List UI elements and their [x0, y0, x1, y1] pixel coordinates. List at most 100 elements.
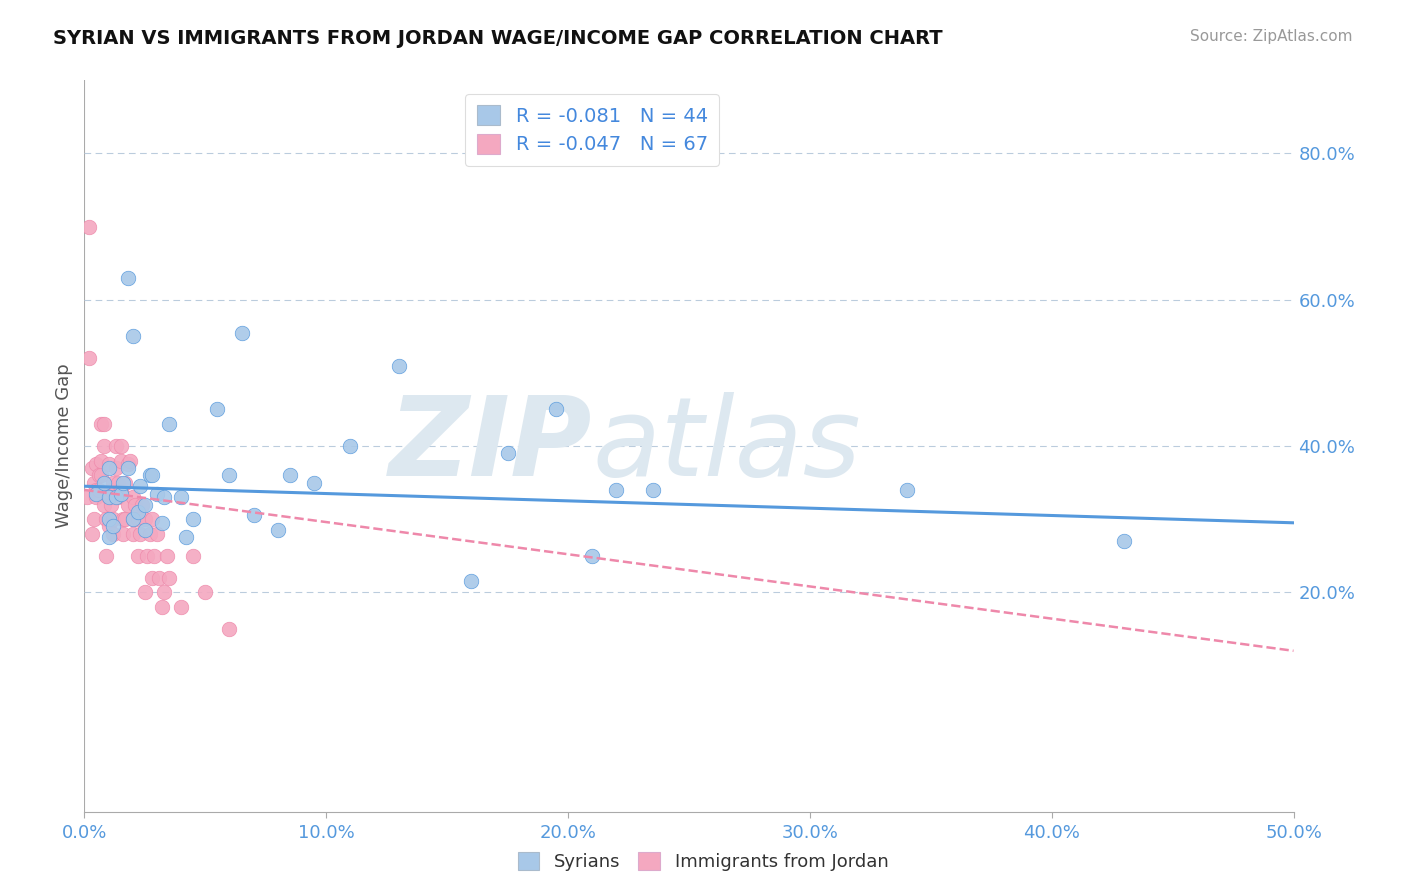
Point — [150, 516, 173, 530]
Point — [174, 530, 197, 544]
Point — [93, 439, 115, 453]
Point — [103, 519, 125, 533]
Point — [141, 512, 163, 526]
Point — [107, 490, 129, 504]
Point — [129, 479, 152, 493]
Point — [134, 512, 156, 526]
Point — [141, 468, 163, 483]
Point — [207, 402, 229, 417]
Point — [218, 622, 240, 636]
Point — [339, 439, 361, 453]
Point — [93, 498, 115, 512]
Point — [80, 461, 103, 475]
Point — [104, 461, 127, 475]
Point — [460, 574, 482, 589]
Point — [114, 512, 136, 526]
Point — [121, 512, 143, 526]
Point — [170, 599, 193, 614]
Point — [114, 475, 136, 490]
Point — [112, 526, 135, 541]
Point — [121, 512, 143, 526]
Point — [90, 453, 112, 467]
Point — [267, 523, 290, 537]
Point — [117, 461, 139, 475]
Point — [86, 490, 108, 504]
Point — [112, 512, 135, 526]
Point — [155, 549, 177, 563]
Point — [117, 498, 139, 512]
Point — [148, 571, 170, 585]
Point — [127, 505, 149, 519]
Point — [134, 498, 156, 512]
Point — [90, 417, 112, 431]
Point — [153, 585, 176, 599]
Point — [110, 483, 132, 497]
Point — [83, 475, 105, 490]
Point — [124, 498, 146, 512]
Point — [146, 486, 169, 500]
Point — [218, 468, 240, 483]
Point — [100, 498, 122, 512]
Point — [581, 549, 603, 563]
Point — [86, 486, 108, 500]
Point — [181, 549, 204, 563]
Point — [157, 417, 180, 431]
Point — [242, 508, 264, 523]
Point — [496, 446, 519, 460]
Point — [97, 457, 120, 471]
Point — [121, 329, 143, 343]
Legend: R = -0.081   N = 44, R = -0.047   N = 67: R = -0.081 N = 44, R = -0.047 N = 67 — [465, 94, 720, 166]
Point — [181, 512, 204, 526]
Point — [97, 490, 120, 504]
Point — [97, 490, 120, 504]
Point — [153, 490, 176, 504]
Point — [120, 453, 142, 467]
Point — [103, 512, 125, 526]
Point — [117, 457, 139, 471]
Point — [1114, 534, 1136, 549]
Point — [157, 571, 180, 585]
Point — [83, 512, 105, 526]
Point — [77, 351, 100, 366]
Point — [77, 219, 100, 234]
Point — [90, 468, 112, 483]
Point — [544, 402, 567, 417]
Point — [896, 483, 918, 497]
Point — [93, 475, 115, 490]
Text: atlas: atlas — [592, 392, 860, 500]
Point — [138, 468, 160, 483]
Text: ZIP: ZIP — [388, 392, 592, 500]
Point — [86, 457, 108, 471]
Point — [80, 526, 103, 541]
Point — [641, 483, 664, 497]
Point — [194, 585, 217, 599]
Point — [129, 526, 152, 541]
Point — [278, 468, 301, 483]
Point — [87, 483, 110, 497]
Point — [110, 439, 132, 453]
Point — [103, 526, 125, 541]
Point — [131, 498, 153, 512]
Point — [94, 512, 117, 526]
Point — [104, 439, 127, 453]
Y-axis label: Wage/Income Gap: Wage/Income Gap — [55, 364, 73, 528]
Point — [302, 475, 325, 490]
Point — [117, 270, 139, 285]
Point — [76, 490, 98, 504]
Point — [134, 585, 156, 599]
Point — [134, 523, 156, 537]
Point — [170, 490, 193, 504]
Point — [104, 490, 127, 504]
Point — [231, 326, 253, 340]
Point — [87, 468, 110, 483]
Point — [86, 483, 108, 497]
Point — [146, 526, 169, 541]
Point — [141, 571, 163, 585]
Point — [150, 599, 173, 614]
Point — [110, 486, 132, 500]
Point — [103, 475, 125, 490]
Legend: Syrians, Immigrants from Jordan: Syrians, Immigrants from Jordan — [510, 845, 896, 879]
Point — [121, 490, 143, 504]
Point — [107, 475, 129, 490]
Point — [127, 549, 149, 563]
